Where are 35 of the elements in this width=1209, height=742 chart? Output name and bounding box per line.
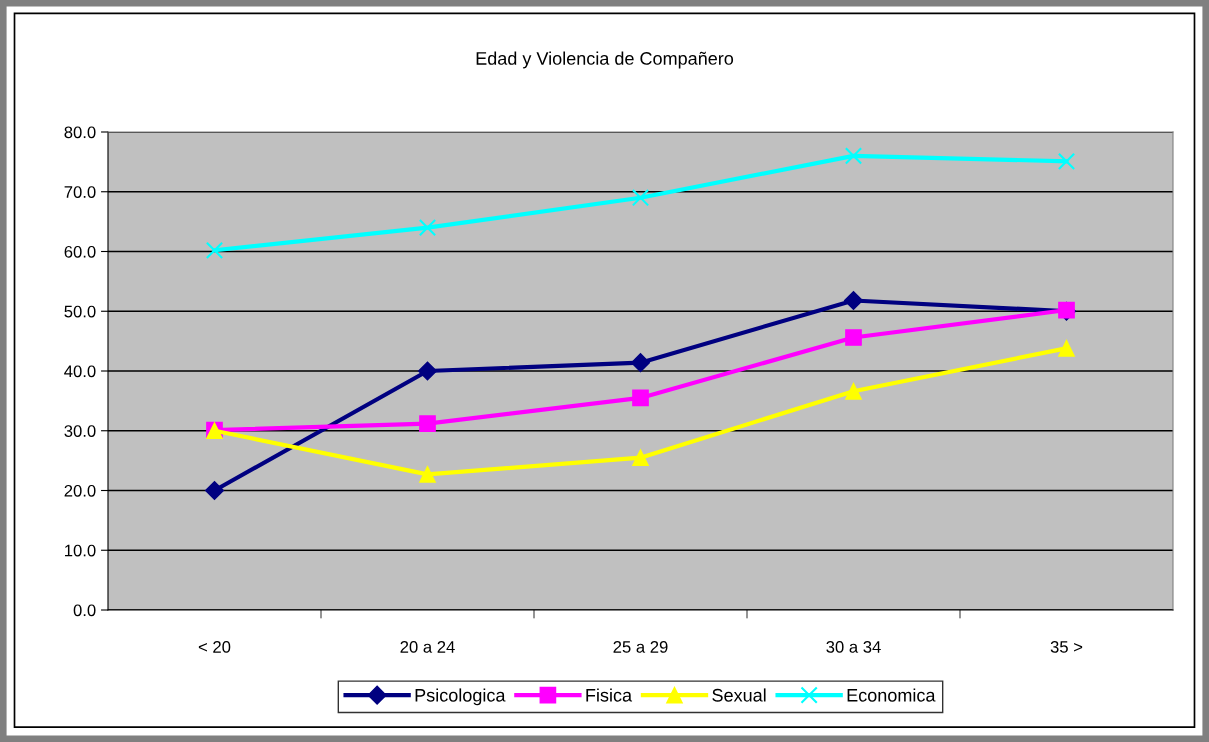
legend-label: Psicologica [415, 688, 506, 706]
y-tick-label: 10.0 [65, 544, 96, 557]
point [632, 449, 649, 466]
legend-label: Sexual [712, 688, 766, 702]
x-tick-label: < 20 [198, 641, 231, 653]
point [632, 389, 649, 407]
y-tick-label: 30.0 [64, 425, 96, 437]
chart-title: Edad y Violencia de Compañero [476, 51, 734, 69]
point [845, 329, 862, 346]
y-tick-label: 80.0 [64, 126, 96, 139]
x-tick-label: 35 > [1050, 641, 1083, 653]
y-tick-label: 40.0 [64, 365, 96, 378]
y-tick-label: 60.0 [64, 245, 96, 258]
y-tick-label: 20.0 [64, 484, 96, 497]
y-tick-label: 50.0 [64, 305, 96, 318]
y-tick-label: 0.0 [73, 604, 96, 617]
point [844, 147, 863, 165]
legend-label: Economica [847, 688, 936, 702]
point [843, 290, 864, 311]
x-tick-label: 20 a 24 [400, 641, 455, 653]
point [418, 218, 437, 237]
point [845, 382, 862, 400]
point [1058, 339, 1075, 357]
point [205, 241, 224, 259]
y-tick-label: 70.0 [64, 186, 96, 198]
point [417, 361, 438, 381]
point [419, 466, 436, 483]
x-tick-label: 25 a 29 [613, 641, 668, 653]
point [1057, 152, 1076, 170]
point [419, 415, 436, 432]
point [630, 353, 651, 373]
legend-label: Fisica [586, 688, 633, 702]
point [631, 189, 650, 207]
point [204, 480, 225, 501]
x-tick-label: 30 a 34 [826, 641, 881, 653]
